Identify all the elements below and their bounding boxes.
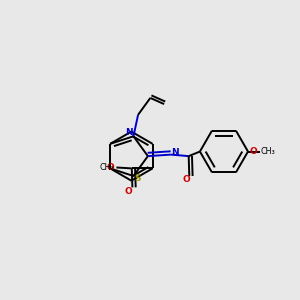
Text: O: O [125,187,133,196]
Text: S: S [134,174,141,183]
Text: CH₃: CH₃ [99,163,114,172]
Text: O: O [182,175,190,184]
Text: O: O [107,163,115,172]
Text: N: N [171,148,179,157]
Text: N: N [125,128,133,137]
Text: O: O [250,147,257,156]
Text: CH₃: CH₃ [261,147,275,156]
